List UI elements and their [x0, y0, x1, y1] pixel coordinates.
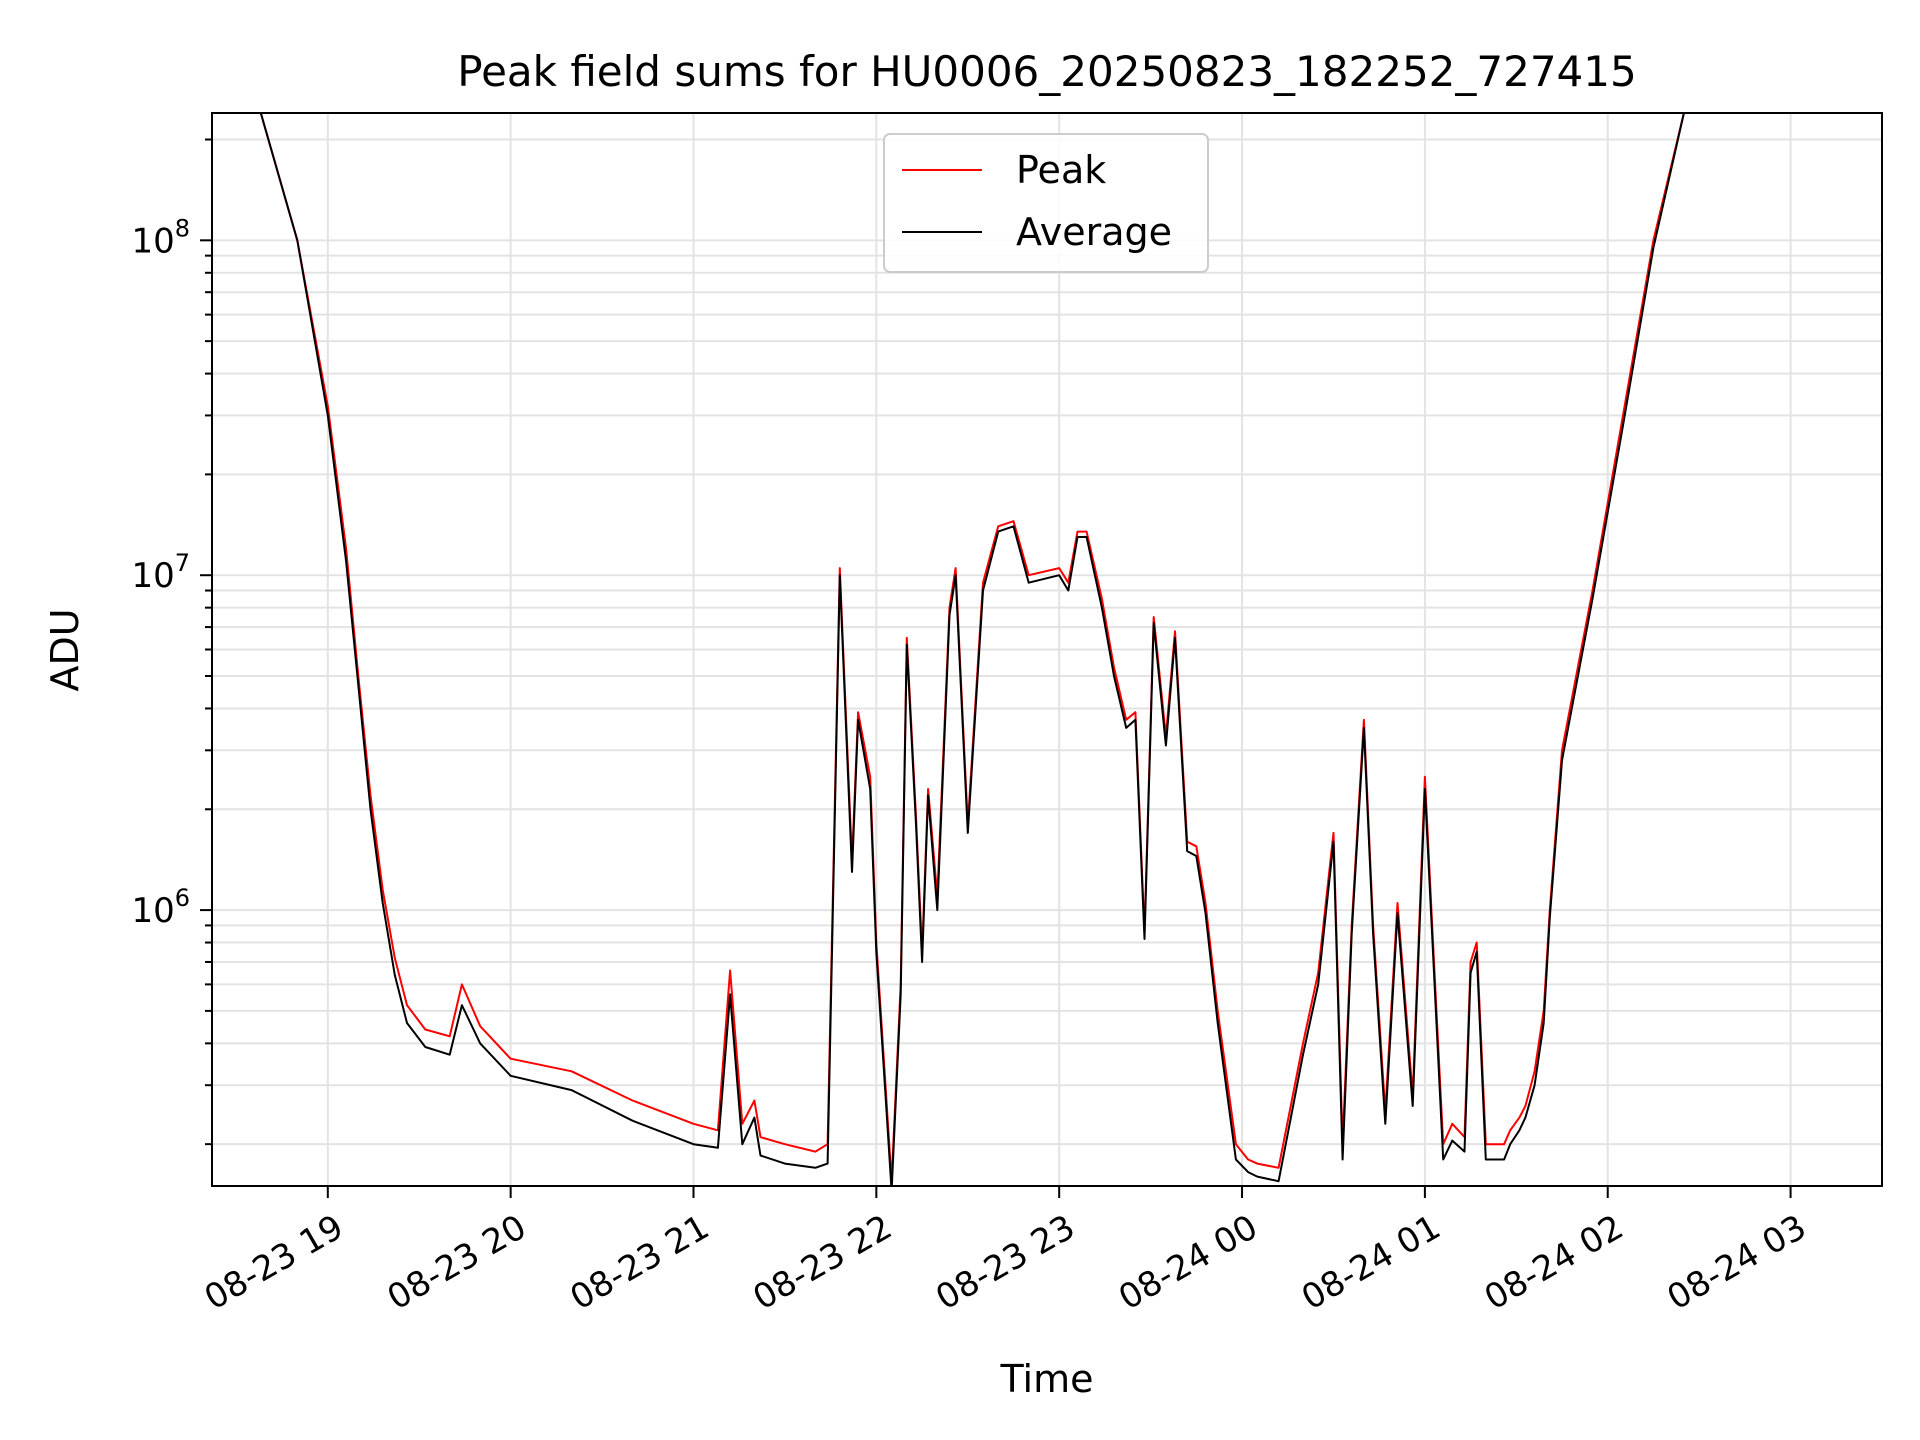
y-tick-label: 108: [131, 214, 190, 261]
legend-label-average: Average: [1016, 210, 1172, 254]
y-tick-label: 107: [131, 549, 190, 596]
legend: Peak Average: [883, 133, 1209, 273]
y-axis-label: ADU: [43, 608, 87, 691]
y-tick-label: 106: [131, 884, 190, 931]
legend-label-peak: Peak: [1016, 148, 1106, 192]
grid: [212, 113, 1882, 1186]
y-axis: 106 107 108: [131, 138, 212, 1146]
x-axis-label: Time: [1000, 1357, 1094, 1401]
series-line-average: [259, 113, 1685, 1186]
series-layer: [259, 113, 1685, 1186]
legend-box: [883, 133, 1209, 273]
chart-title: Peak field sums for HU0006_20250823_1822…: [457, 47, 1636, 96]
